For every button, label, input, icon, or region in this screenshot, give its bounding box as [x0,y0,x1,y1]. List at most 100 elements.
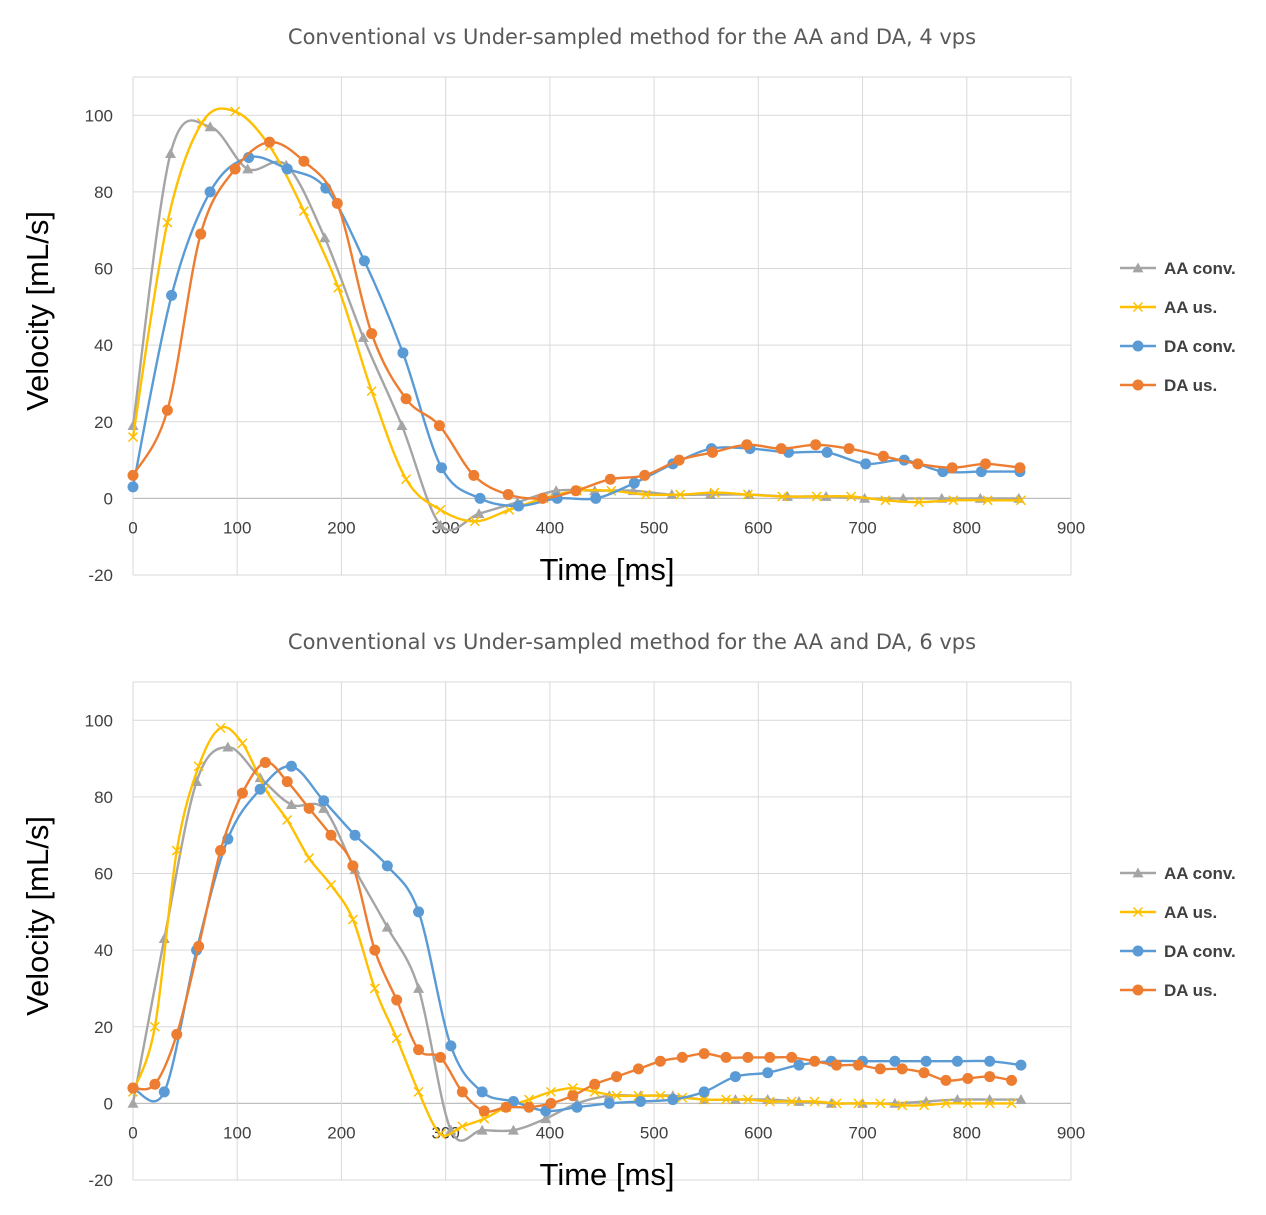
data-point [846,491,857,502]
x-tick-label: 400 [536,518,564,537]
data-point [507,1124,519,1135]
data-point [741,439,753,451]
data-point [889,1055,901,1067]
legend: AA conv. AA us. DA conv. DA us. [1120,259,1236,395]
data-point [545,1086,556,1097]
data-point [397,347,409,359]
data-point [127,1082,139,1094]
data-point [655,1090,666,1101]
data-point [912,458,924,470]
data-point [913,497,924,508]
data-point [281,776,293,788]
data-point [456,1086,468,1098]
data-point [704,489,716,499]
x-tick-label: 800 [953,518,981,537]
data-point [331,197,343,209]
data-point [628,477,640,489]
x-tick-label: 100 [223,518,251,537]
data-point [349,829,361,841]
legend-label: DA conv. [1164,942,1236,961]
data-point [282,814,293,825]
data-point [821,446,833,458]
x-tick-label: 500 [640,1123,668,1142]
data-point [1006,1074,1018,1086]
data-point [500,1101,512,1113]
data-point [171,845,182,856]
legend-marker [1132,945,1144,957]
series-da-us [127,136,1026,504]
data-point [567,1090,579,1102]
legend-label: AA us. [1164,903,1217,922]
data-point [445,1040,457,1052]
data-point [982,495,993,506]
y-tick-label: 0 [104,489,113,508]
data-point [762,1067,774,1079]
y-axis-title: Velocity [mL/s] [20,211,55,411]
data-point [877,450,889,462]
data-point [611,1071,623,1083]
data-point [1006,1098,1017,1109]
legend-marker [1132,262,1144,273]
data-point [413,1044,425,1056]
data-point [550,485,562,496]
data-point [962,1098,973,1109]
data-point [204,121,216,132]
data-point [396,420,408,430]
data-point [435,1129,446,1140]
data-point [919,1100,930,1111]
data-point [590,492,602,504]
data-point [476,1124,488,1135]
data-point [229,163,241,175]
data-point [358,255,370,267]
data-point [303,802,315,814]
legend-item-da-us: DA us. [1120,376,1217,395]
x-tick-label: 900 [1057,518,1085,537]
data-point [853,1098,864,1109]
x-tick-label: 600 [744,1123,772,1142]
data-point [158,933,170,944]
data-point [325,880,337,891]
data-point [434,1051,446,1063]
data-point [230,106,241,117]
x-tick-label: 200 [327,518,355,537]
data-point [570,485,582,497]
data-point [540,1113,552,1124]
y-tick-label: 100 [85,106,113,125]
y-axis-title: Velocity [mL/s] [20,816,55,1016]
data-point [720,1051,732,1063]
data-point [193,761,204,772]
data-point [980,458,992,470]
data-point [880,495,891,506]
legend-item-da-conv: DA conv. [1120,337,1236,356]
data-point [381,860,393,872]
legend-label: AA us. [1164,298,1217,317]
data-point [400,393,412,405]
data-point [381,921,393,932]
x-tick-label: 700 [848,1123,876,1142]
data-point [524,1094,535,1105]
data-point [676,1051,688,1063]
data-point [435,462,447,474]
legend-marker [1132,301,1144,313]
data-point [852,1059,864,1071]
chart-title: Conventional vs Under-sampled method for… [288,25,976,49]
data-point [786,1051,798,1063]
x-tick-label: 600 [744,518,772,537]
data-point [457,1121,468,1132]
y-tick-label: -20 [88,1171,113,1190]
data-point [984,1098,995,1109]
series-line-da-us [131,761,1013,1113]
data-point [920,1095,932,1106]
legend-item-aa-conv: AA conv. [1120,259,1236,278]
data-point [589,1086,600,1097]
data-point [639,469,651,481]
data-point [667,1094,679,1106]
data-point [1014,462,1026,474]
data-point [874,1063,886,1075]
x-axis-title: Time [ms] [540,1157,675,1192]
series-aa-conv [127,741,1027,1142]
data-point [962,1072,974,1084]
data-point [523,1101,535,1113]
legend-label: DA conv. [1164,337,1236,356]
data-point [401,474,412,485]
